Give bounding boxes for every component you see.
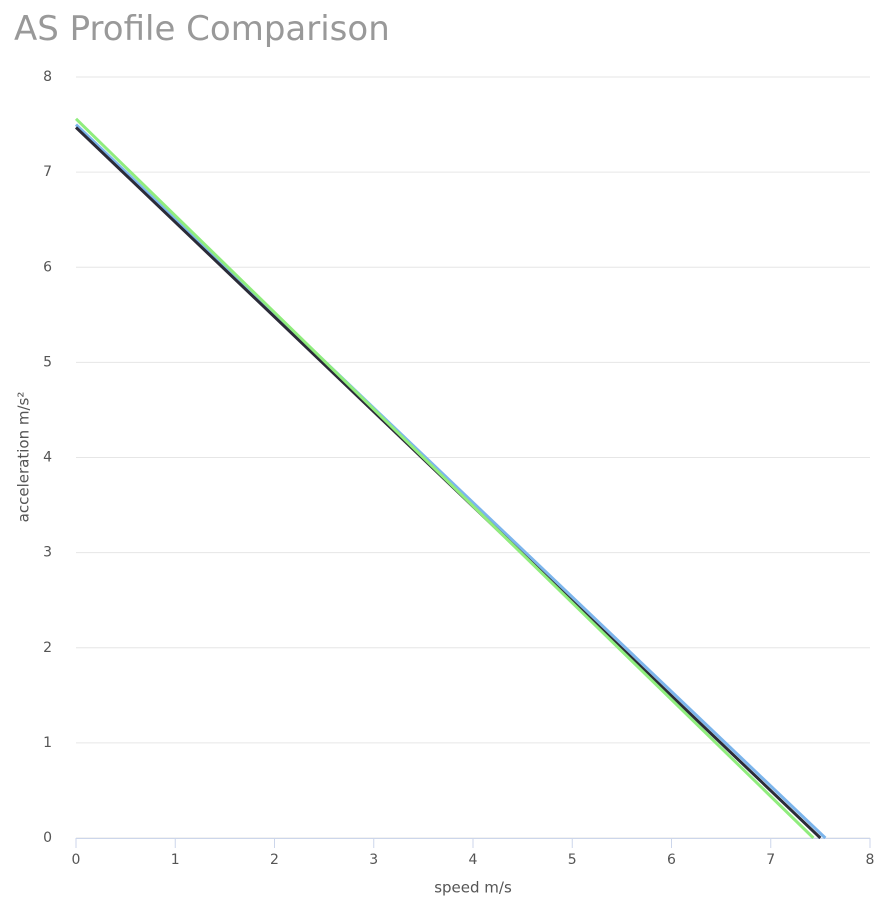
x-tick-label: 7	[766, 852, 775, 868]
x-tick-label: 0	[72, 852, 81, 868]
x-tick-label: 3	[369, 852, 378, 868]
y-tick-label: 7	[43, 164, 52, 180]
x-tick-label: 2	[270, 852, 279, 868]
y-axis-title: acceleration m/s²	[15, 392, 33, 523]
y-tick-label: 5	[43, 354, 52, 370]
chart-title: AS Profile Comparison	[14, 9, 390, 49]
x-tick-label: 8	[866, 852, 875, 868]
y-tick-label: 2	[43, 640, 52, 656]
x-tick-label: 6	[667, 852, 676, 868]
series-line	[74, 117, 815, 840]
y-tick-label: 0	[43, 830, 52, 846]
y-tick-label: 8	[43, 69, 52, 85]
x-tick-label: 1	[171, 852, 180, 868]
y-tick-label: 3	[43, 545, 52, 561]
series-line	[74, 123, 827, 840]
y-tick-label: 6	[43, 259, 52, 275]
x-tick-label: 4	[469, 852, 478, 868]
x-axis-title: speed m/s	[434, 879, 512, 897]
y-tick-label: 1	[43, 735, 52, 751]
y-tick-label: 4	[43, 450, 52, 466]
x-tick-label: 5	[568, 852, 577, 868]
